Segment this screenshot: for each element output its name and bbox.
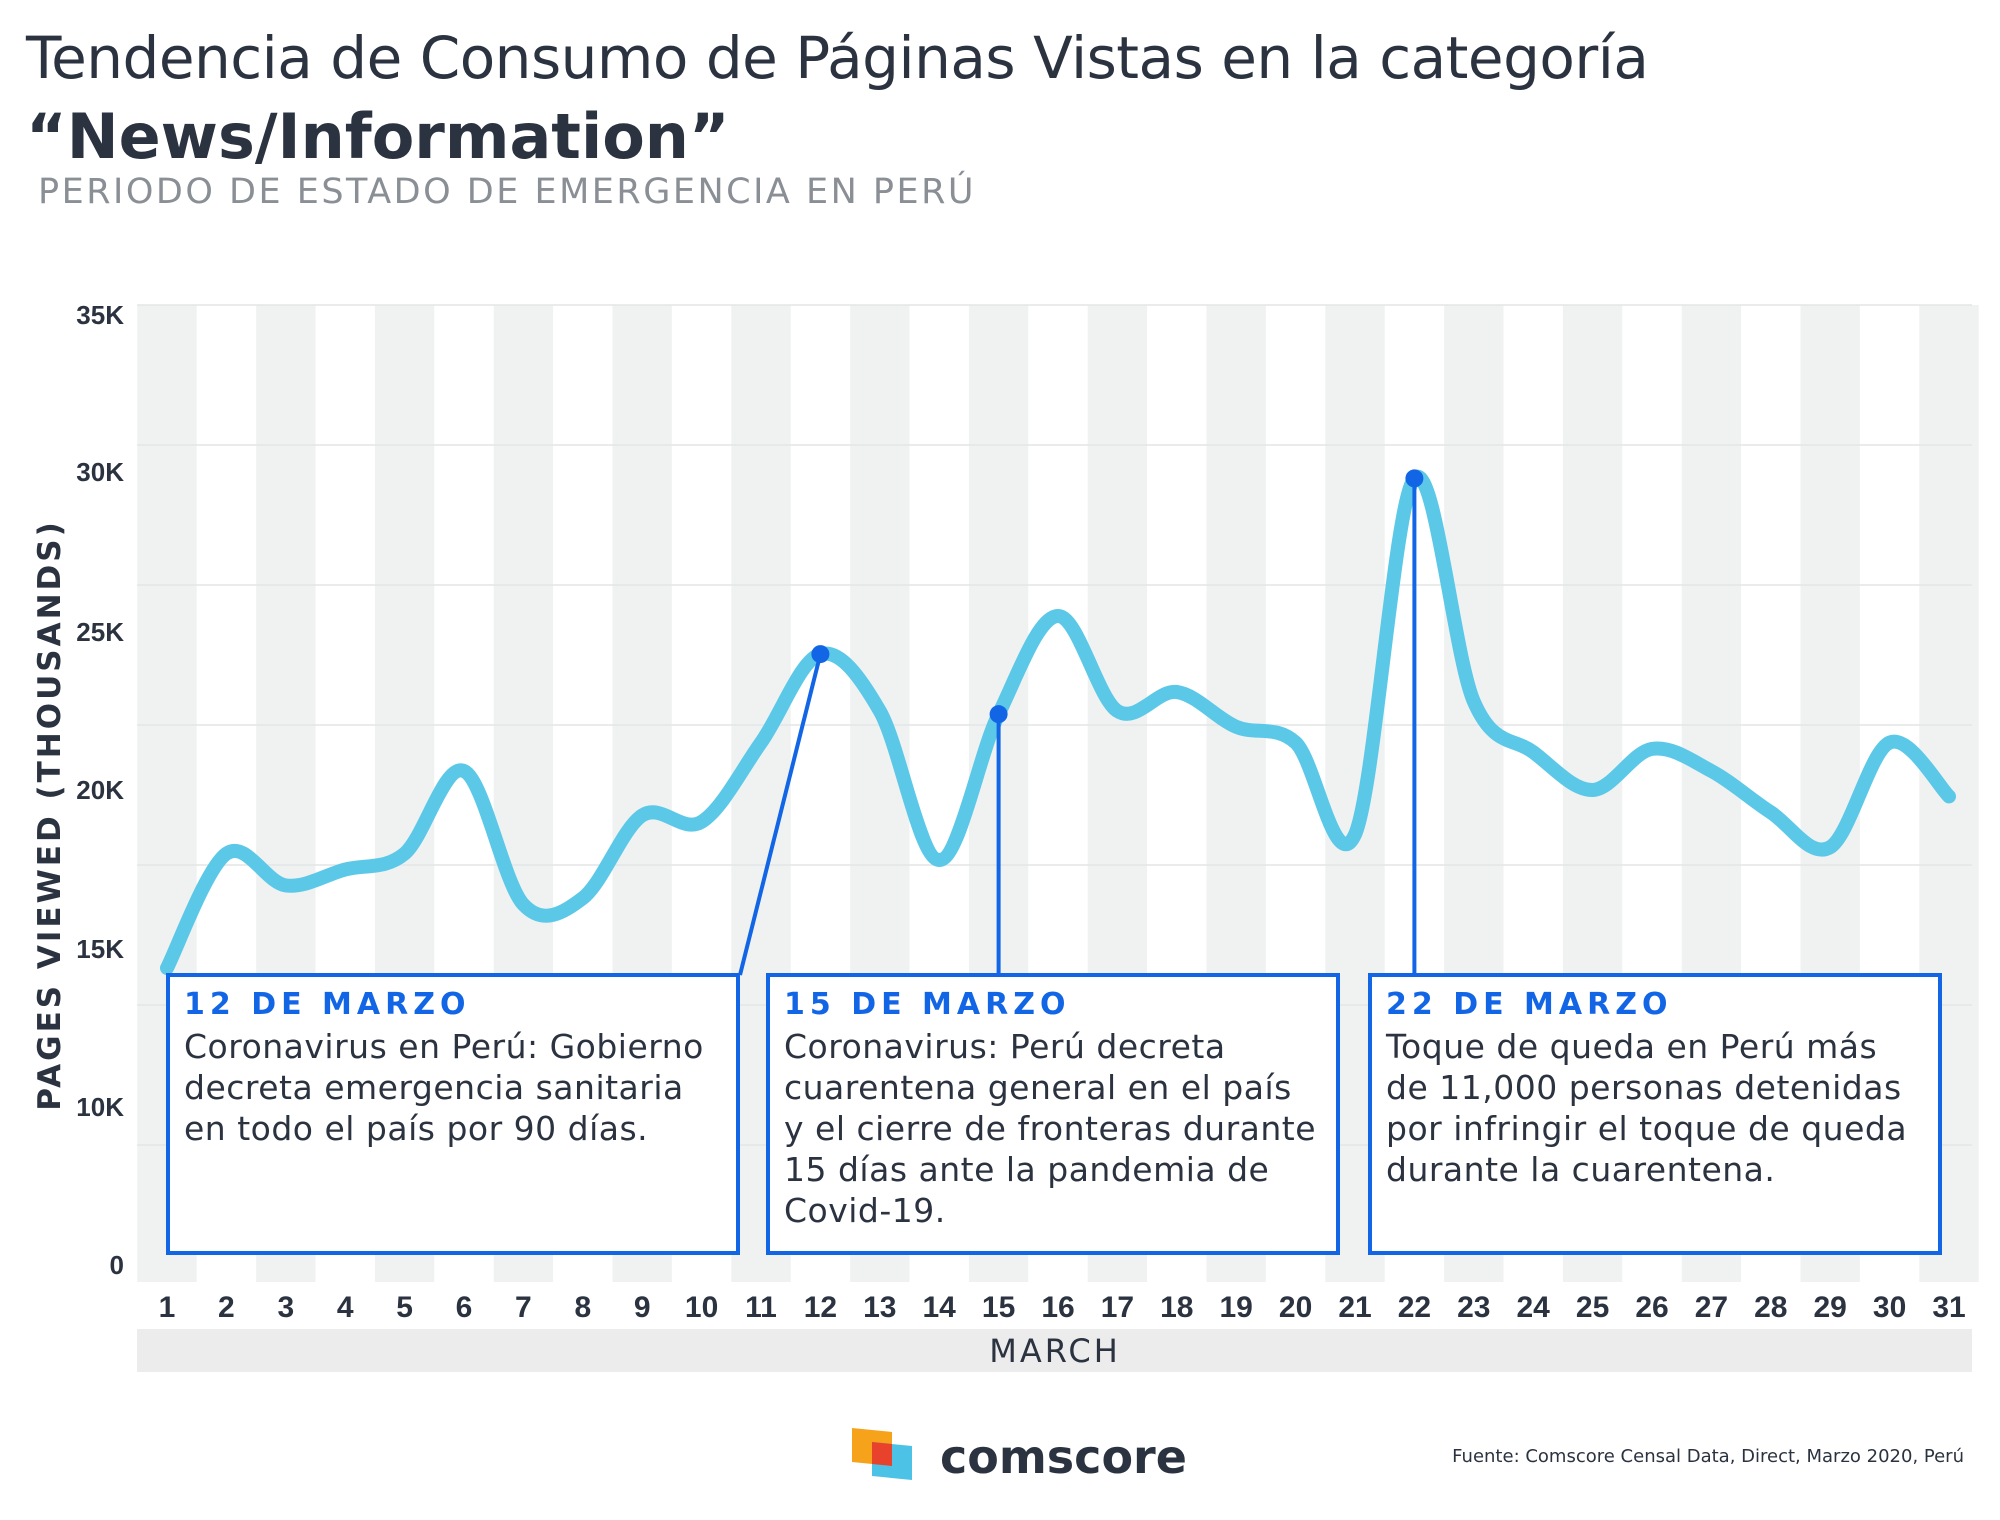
- connector-day-12: [738, 653, 823, 976]
- annotation-box-15-marzo: 15 DE MARZO Coronavirus: Perú decreta cu…: [766, 973, 1340, 1255]
- x-tick-label: 29: [1814, 1291, 1847, 1324]
- x-tick-label: 19: [1220, 1291, 1253, 1324]
- annotation-date: 15 DE MARZO: [784, 987, 1071, 1022]
- annotation-box-22-marzo: 22 DE MARZO Toque de queda en Perú más d…: [1368, 973, 1942, 1255]
- chart-subtitle: PERIODO DE ESTADO DE EMERGENCIA EN PERÚ: [38, 172, 977, 212]
- marker-day-12: [811, 645, 830, 664]
- x-tick-label: 7: [515, 1291, 532, 1324]
- annotation-text: Coronavirus: Perú decreta cuarentena gen…: [784, 1027, 1317, 1230]
- source-note: Fuente: Comscore Censal Data, Direct, Ma…: [1452, 1446, 1964, 1467]
- brand-name: comscore: [940, 1430, 1187, 1484]
- chart-title-line2: “News/Information”: [26, 100, 730, 173]
- y-axis-label: PAGES VIEWED (THOUSANDS): [32, 519, 68, 1110]
- x-tick-label: 4: [337, 1291, 354, 1324]
- y-axis-ticks: 0 10K 15K 20K 25K 30K 35K: [76, 300, 124, 1280]
- annotation-markers: [811, 469, 1424, 724]
- x-tick-label: 18: [1160, 1291, 1193, 1324]
- y-tick-label: 10K: [76, 1092, 124, 1122]
- x-axis-ticks: 1 2 3 4 5 6 7 8 9 10 11 12 13 14 15 16 17 18 19 20 21 22 23 24 2…: [159, 1291, 1966, 1324]
- x-tick-label: 31: [1932, 1291, 1965, 1324]
- y-tick-label: 35K: [76, 300, 124, 330]
- annotation-date: 22 DE MARZO: [1386, 987, 1673, 1022]
- annotation-box-12-marzo: 12 DE MARZO Coronavirus en Perú: Gobiern…: [166, 973, 740, 1255]
- y-tick-label: 15K: [76, 934, 124, 964]
- x-tick-label: 12: [804, 1291, 837, 1324]
- x-tick-label: 16: [1041, 1291, 1074, 1324]
- x-tick-label: 5: [396, 1291, 413, 1324]
- chart-title-line1: Tendencia de Consumo de Páginas Vistas e…: [26, 24, 1649, 92]
- annotation-text: Toque de queda en Perú más de 11,000 per…: [1386, 1027, 1908, 1189]
- x-tick-label: 2: [218, 1291, 235, 1324]
- x-tick-label: 6: [456, 1291, 473, 1324]
- x-tick-label: 13: [863, 1291, 896, 1324]
- marker-day-15: [989, 705, 1008, 724]
- y-tick-label: 25K: [76, 617, 124, 647]
- x-tick-label: 21: [1338, 1291, 1371, 1324]
- y-tick-label: 0: [110, 1250, 124, 1280]
- marker-day-22: [1405, 469, 1424, 488]
- x-tick-label: 8: [574, 1291, 591, 1324]
- x-tick-label: 28: [1754, 1291, 1787, 1324]
- x-tick-label: 25: [1576, 1291, 1609, 1324]
- x-tick-label: 1: [159, 1291, 176, 1324]
- x-tick-label: 26: [1635, 1291, 1668, 1324]
- x-tick-label: 27: [1695, 1291, 1728, 1324]
- x-tick-label: 23: [1457, 1291, 1490, 1324]
- x-tick-label: 10: [685, 1291, 718, 1324]
- x-tick-label: 14: [923, 1291, 957, 1324]
- x-tick-label: 9: [634, 1291, 651, 1324]
- comscore-logo-icon: [852, 1428, 912, 1480]
- series-line: [160, 469, 1956, 975]
- x-tick-label: 20: [1279, 1291, 1312, 1324]
- y-tick-label: 30K: [76, 457, 124, 487]
- x-tick-label: 30: [1873, 1291, 1906, 1324]
- x-tick-label: 11: [745, 1291, 777, 1324]
- annotation-date: 12 DE MARZO: [184, 987, 471, 1022]
- x-tick-label: 24: [1517, 1291, 1551, 1324]
- annotation-text: Coronavirus en Perú: Gobierno decreta em…: [184, 1027, 704, 1148]
- annotation-connectors: [738, 478, 1417, 976]
- y-tick-label: 20K: [76, 775, 124, 805]
- x-tick-label: 3: [277, 1291, 294, 1324]
- x-axis-band: [137, 1329, 1972, 1372]
- x-tick-label: 15: [982, 1291, 1015, 1324]
- x-axis-label: MARCH: [989, 1332, 1121, 1370]
- x-tick-label: 17: [1101, 1291, 1134, 1324]
- x-tick-label: 22: [1398, 1291, 1431, 1324]
